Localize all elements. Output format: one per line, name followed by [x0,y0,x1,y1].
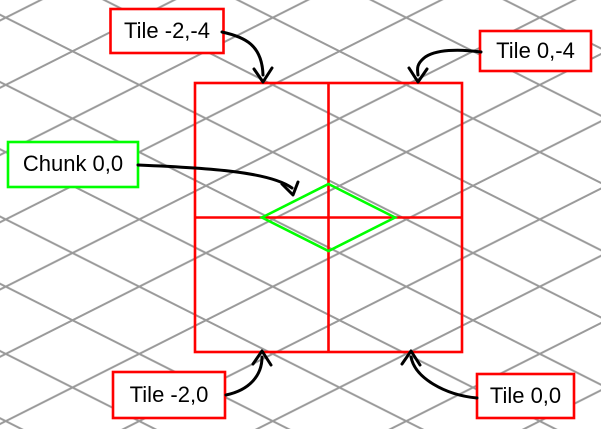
svg-text:Tile 0,-4: Tile 0,-4 [496,38,575,63]
svg-text:Tile -2,0: Tile -2,0 [130,382,209,407]
svg-text:Tile 0,0: Tile 0,0 [490,383,561,408]
svg-text:Tile -2,-4: Tile -2,-4 [124,18,210,43]
svg-text:Chunk 0,0: Chunk 0,0 [23,151,123,176]
